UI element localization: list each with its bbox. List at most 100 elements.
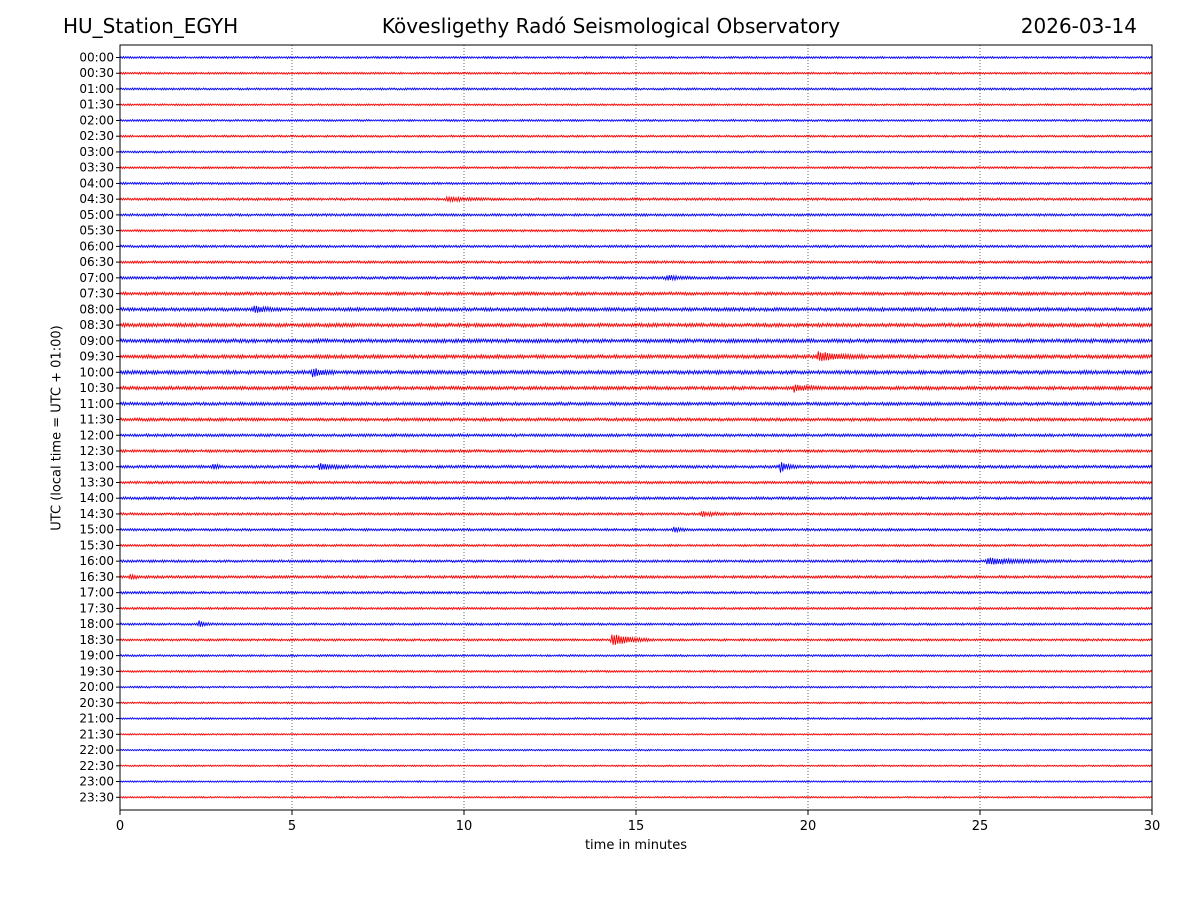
y-tick-label: 02:30 [79,129,114,143]
y-tick-label: 18:30 [79,633,114,647]
trace-1300 [119,462,1153,473]
x-axis-label: time in minutes [584,838,688,853]
trace-1900 [119,653,1153,658]
y-tick-label: 02:00 [79,113,114,127]
y-tick-label: 15:00 [79,523,114,537]
y-tick-label: 01:00 [79,82,114,96]
y-tick-label: 21:00 [79,712,114,726]
trace-1700 [119,590,1153,595]
trace-0330 [119,165,1153,170]
y-tick-label: 01:30 [79,98,114,112]
y-tick-label: 17:30 [79,601,114,615]
trace-1030 [119,383,1153,393]
y-tick-label: 06:30 [79,255,114,269]
trace-0630 [119,259,1153,265]
trace-0700 [119,274,1153,282]
trace-2030 [119,701,1153,705]
y-tick-label: 21:30 [79,727,114,741]
y-tick-label: 03:00 [79,145,114,159]
trace-1430 [119,510,1153,518]
trace-0030 [119,71,1153,76]
trace-1100 [119,400,1153,407]
observatory-title: Kövesligethy Radó Seismological Observat… [381,14,841,38]
y-tick-label: 10:30 [79,381,114,395]
date-title: 2026-03-14 [1020,14,1137,38]
x-tick-label: 5 [288,819,296,834]
trace-2000 [119,685,1153,689]
trace-0930 [119,351,1153,362]
trace-1530 [119,543,1153,548]
y-tick-label: 23:30 [79,790,114,804]
y-tick-label: 11:00 [79,397,114,411]
y-tick-label: 07:00 [79,271,114,285]
x-tick-label: 30 [1144,819,1161,834]
trace-2130 [119,732,1153,736]
trace-0300 [119,150,1153,154]
trace-1600 [119,557,1153,566]
trace-2300 [119,779,1153,784]
y-tick-label: 12:00 [79,428,114,442]
y-tick-label: 10:00 [79,365,114,379]
y-tick-label: 08:30 [79,318,114,332]
y-tick-label: 22:00 [79,743,114,757]
trace-1930 [119,669,1153,674]
y-tick-label: 16:00 [79,554,114,568]
trace-1330 [119,480,1153,485]
trace-1800 [119,620,1153,628]
trace-1230 [119,448,1153,454]
y-tick-label: 14:30 [79,507,114,521]
trace-0600 [119,244,1153,249]
y-tick-label: 19:00 [79,649,114,663]
y-tick-label: 13:30 [79,475,114,489]
y-tick-label: 16:30 [79,570,114,584]
trace-0830 [119,321,1153,329]
trace-0100 [119,87,1153,91]
trace-1630 [119,573,1153,581]
y-tick-label: 19:30 [79,664,114,678]
x-tick-label: 15 [628,819,645,834]
trace-1730 [119,606,1153,611]
trace-1830 [119,634,1153,645]
trace-0130 [119,103,1153,107]
trace-1000 [119,368,1153,378]
trace-0800 [119,305,1153,313]
trace-0730 [119,290,1153,297]
y-tick-label: 23:00 [79,775,114,789]
y-tick-label: 03:30 [79,161,114,175]
y-tick-label: 05:00 [79,208,114,222]
y-tick-label: 12:30 [79,444,114,458]
y-tick-label: 04:00 [79,176,114,190]
y-tick-label: 05:30 [79,224,114,238]
y-tick-label: 00:30 [79,66,114,80]
y-tick-label: 22:30 [79,759,114,773]
y-tick-label: 17:00 [79,586,114,600]
station-title: HU_Station_EGYH [63,14,239,38]
trace-2230 [119,764,1153,768]
y-tick-label: 11:30 [79,413,114,427]
trace-2100 [119,716,1153,721]
trace-0000 [119,55,1153,60]
trace-1200 [119,432,1153,438]
y-tick-label: 15:30 [79,538,114,552]
y-tick-label: 08:00 [79,302,114,316]
y-tick-label: 13:00 [79,460,114,474]
y-axis-label: UTC (local time = UTC + 01:00) [49,325,65,531]
trace-0400 [119,181,1153,186]
x-tick-label: 25 [972,819,989,834]
y-tick-label: 09:00 [79,334,114,348]
y-tick-label: 06:00 [79,239,114,253]
y-tick-label: 20:30 [79,696,114,710]
y-tick-label: 04:30 [79,192,114,206]
trace-1500 [119,526,1153,534]
trace-0230 [119,134,1153,139]
x-tick-label: 10 [456,819,473,834]
trace-0530 [119,228,1153,233]
trace-0500 [119,212,1153,218]
y-tick-label: 20:00 [79,680,114,694]
trace-1130 [119,416,1153,423]
trace-0900 [119,337,1153,345]
x-tick-label: 20 [800,819,817,834]
trace-0200 [119,118,1153,123]
x-tick-label: 0 [116,819,124,834]
